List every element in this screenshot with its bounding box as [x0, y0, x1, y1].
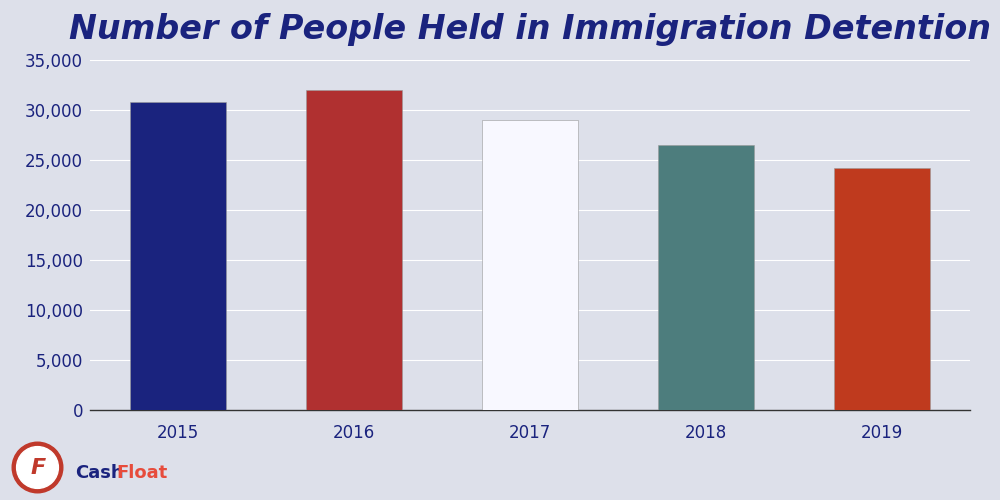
Bar	[306, 90, 402, 410]
Bar	[658, 145, 754, 410]
Text: F: F	[31, 458, 46, 477]
Circle shape	[17, 446, 58, 488]
Bar	[130, 102, 226, 410]
Text: Float: Float	[116, 464, 167, 481]
Bar	[834, 168, 930, 410]
Title: Number of People Held in Immigration Detention: Number of People Held in Immigration Det…	[69, 13, 991, 46]
Text: Cash: Cash	[75, 464, 124, 481]
Bar	[482, 120, 578, 410]
Circle shape	[12, 442, 63, 493]
